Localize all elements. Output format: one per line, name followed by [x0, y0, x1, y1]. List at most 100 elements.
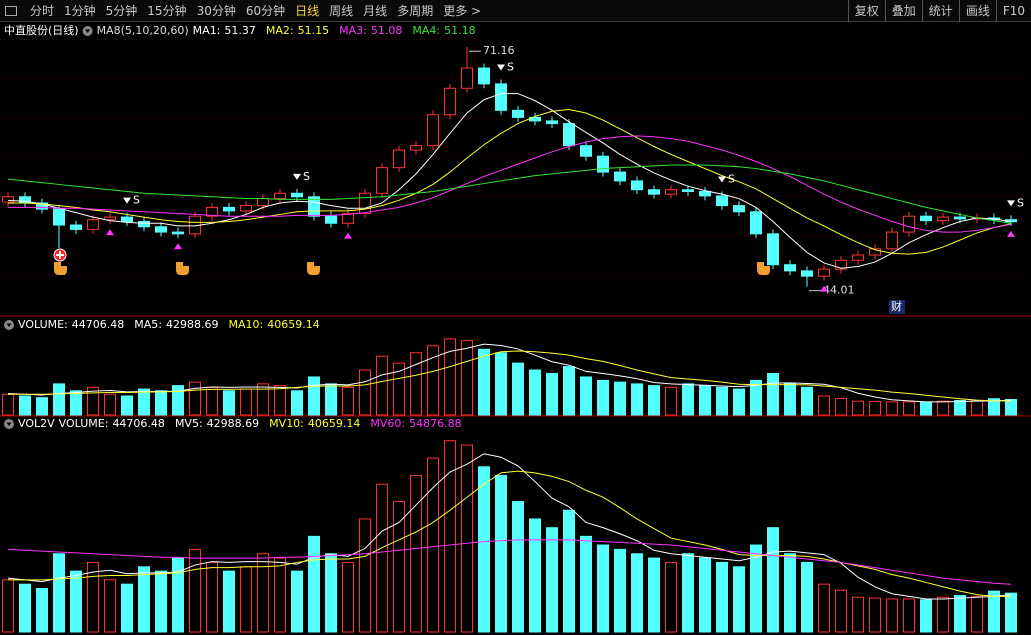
volume-bar	[444, 440, 456, 633]
toolbar-button[interactable]: 日线	[295, 4, 320, 18]
sell-arrow	[293, 173, 301, 180]
volume-bar	[155, 570, 167, 633]
volume-bar	[784, 553, 796, 633]
volume-bar	[19, 395, 31, 416]
volume-bar	[818, 583, 830, 633]
candle-body	[444, 87, 456, 116]
volume-bar	[1005, 592, 1017, 633]
toolbar-button[interactable]: 月线	[363, 4, 388, 18]
volume-bar	[376, 355, 388, 416]
toolbar-button[interactable]: 复权	[847, 0, 885, 22]
sell-label: S	[303, 170, 310, 183]
candle-body	[155, 226, 167, 233]
legend-text: MA1:	[193, 24, 221, 37]
candle-body	[36, 202, 48, 210]
low-label: 44.01	[823, 284, 855, 297]
candle-body	[750, 211, 762, 235]
legend-text: MV10:	[269, 417, 304, 430]
legend-text: MA8(5,10,20,60)	[97, 24, 189, 37]
volume-bar	[614, 548, 626, 633]
candle-body	[699, 190, 711, 197]
legend-text: 51.08	[371, 24, 403, 37]
toolbar-button[interactable]: 更多 >	[443, 4, 482, 18]
volume-bar	[2, 393, 14, 416]
toolbar-button[interactable]: 5分钟	[105, 4, 138, 18]
toolbar-button[interactable]: 分时	[30, 4, 55, 18]
sell-arrow	[497, 64, 505, 71]
legend-text: VOLUME:	[59, 417, 109, 430]
toolbar-button[interactable]: 1分钟	[64, 4, 96, 18]
hand-icon	[757, 262, 770, 275]
toolbar-button[interactable]: F10	[995, 0, 1031, 22]
volume-bar	[70, 570, 82, 633]
chart-area: 71.16 44.01 S S S S S 财 中直股份(日线) MA8(5,10,20,60) M…	[0, 23, 1031, 633]
candle-body	[359, 192, 371, 215]
sell-label: S	[133, 194, 140, 207]
ma-line	[7, 93, 1012, 269]
volume-bar	[733, 566, 745, 633]
legend-text: 51.15	[298, 24, 330, 37]
candle-body	[597, 155, 609, 173]
volume-bar	[2, 579, 14, 633]
toolbar-button[interactable]: 30分钟	[196, 4, 236, 18]
legend-text: VOLUME:	[18, 318, 68, 331]
candle-body	[478, 67, 490, 85]
volume-bar	[427, 345, 439, 416]
toolbar-button[interactable]: 周线	[329, 4, 354, 18]
volume-bar	[597, 379, 609, 416]
volume-bar	[461, 340, 473, 416]
volume-bar	[87, 561, 99, 633]
volume-bar	[512, 501, 524, 633]
toolbar-button[interactable]: 60分钟	[245, 4, 286, 18]
candle-body	[563, 123, 575, 147]
volume-bar	[920, 401, 932, 416]
volume-bar	[495, 352, 507, 416]
candle-body	[376, 167, 388, 194]
volume-bar	[546, 373, 558, 416]
volume-bar	[53, 383, 65, 416]
candle-body	[835, 259, 847, 270]
volume-bar	[189, 548, 201, 633]
candle-body	[682, 189, 694, 192]
candle-body	[614, 171, 626, 182]
candle-body	[87, 219, 99, 230]
plus-sign	[56, 251, 64, 259]
volume-bar	[648, 557, 660, 633]
toolbar-button[interactable]: 15分钟	[147, 4, 187, 18]
volume-bar	[733, 388, 745, 416]
volume-bar	[784, 383, 796, 416]
volume-bar	[546, 527, 558, 633]
ma-line	[7, 453, 1012, 600]
volume-bar	[631, 383, 643, 416]
toolbar-button[interactable]: 多周期	[397, 4, 434, 18]
volume-bar	[104, 393, 116, 416]
ma-line	[7, 539, 1012, 585]
badge-bg	[889, 300, 905, 314]
period-tabs: 分时 1分钟 5分钟 15分钟 30分钟 60分钟 日线 周线 月线 多周期 更多 >	[25, 2, 486, 19]
toolbar-button[interactable]: 画线	[958, 0, 996, 22]
volume-bar	[648, 385, 660, 416]
volume-bar	[563, 509, 575, 633]
volume-bar	[410, 352, 422, 416]
volume-bar	[971, 595, 983, 633]
volume-bar	[274, 557, 286, 633]
volume-bar	[529, 369, 541, 416]
toolbar-button[interactable]: 统计	[921, 0, 959, 22]
candle-body	[903, 215, 915, 233]
volume-bar	[257, 553, 269, 633]
sell-arrow	[718, 176, 726, 183]
toolbar-button[interactable]: 叠加	[884, 0, 922, 22]
volume-bar	[172, 385, 184, 416]
candle-body	[648, 189, 660, 195]
candle-body	[393, 149, 405, 169]
volume-bar	[920, 599, 932, 633]
candle-body	[291, 192, 303, 198]
collapse-arrow	[6, 323, 12, 327]
volume-bar	[580, 535, 592, 633]
volume-bar	[716, 386, 728, 416]
candle-body	[206, 206, 218, 217]
volume-bar	[886, 598, 898, 633]
toolbar: 分时 1分钟 5分钟 15分钟 30分钟 60分钟 日线 周线 月线 多周期 更多 > 复权 叠加 统计…	[0, 0, 1031, 22]
volume-bar	[206, 561, 218, 633]
